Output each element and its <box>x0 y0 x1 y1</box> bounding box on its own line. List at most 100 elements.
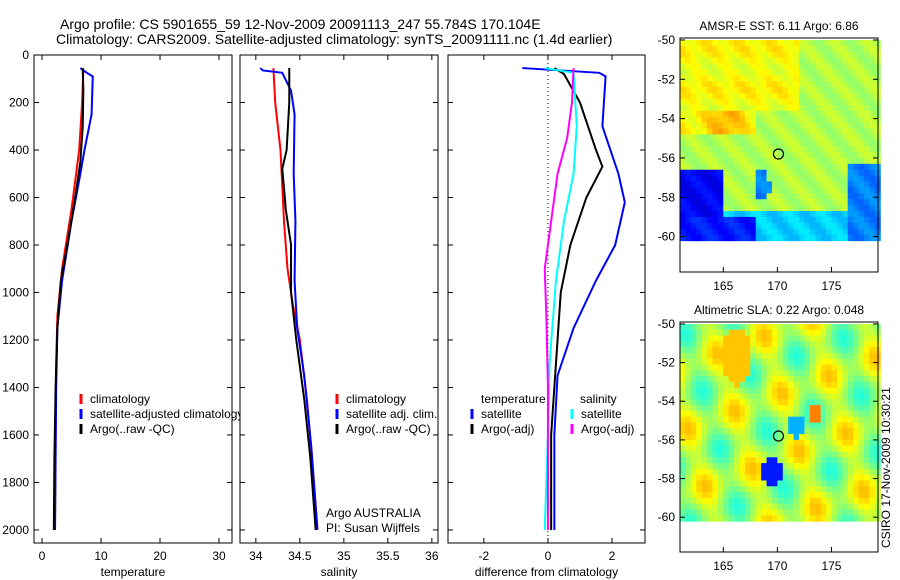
heatmap-cell <box>782 376 789 383</box>
heatmap-cell <box>799 422 806 429</box>
heatmap-cell <box>853 347 860 354</box>
heatmap-cell <box>869 193 876 200</box>
heatmap-cell <box>696 352 703 360</box>
heatmap-cell <box>707 381 714 389</box>
heatmap-cell <box>836 199 843 206</box>
heatmap-cell <box>717 187 724 194</box>
heatmap-cell <box>712 428 719 435</box>
heatmap-cell <box>712 503 719 511</box>
heatmap-cell <box>863 492 870 499</box>
heatmap-cell <box>701 211 708 218</box>
heatmap-cell <box>836 93 843 100</box>
heatmap-cell <box>782 410 789 418</box>
heatmap-cell <box>755 128 762 135</box>
heatmap-cell <box>836 503 843 511</box>
heatmap-cell <box>853 93 860 100</box>
heatmap-cell <box>701 463 708 470</box>
heatmap-cell <box>777 169 784 177</box>
heatmap-cell <box>804 393 811 400</box>
heatmap-cell <box>712 104 719 112</box>
heatmap-cell <box>853 358 860 366</box>
heatmap-cell <box>788 81 795 88</box>
heatmap-cell <box>809 134 816 141</box>
heatmap-cell <box>750 81 757 88</box>
heatmap-cell <box>771 503 778 511</box>
heatmap-cell <box>707 410 714 418</box>
heatmap-cell <box>777 416 784 424</box>
heatmap-cell <box>685 134 692 141</box>
heatmap-cell <box>782 163 789 171</box>
heatmap-cell <box>782 193 789 200</box>
heatmap-cell <box>863 175 870 183</box>
heatmap-cell <box>820 45 827 53</box>
heatmap-cell <box>847 187 854 194</box>
heatmap-cell <box>826 157 833 165</box>
heatmap-cell <box>761 323 768 331</box>
heatmap-cell <box>815 463 822 470</box>
heatmap-cell <box>842 181 849 189</box>
heatmap-cell <box>831 175 838 183</box>
heatmap-cell <box>723 352 730 360</box>
title-line-1: Argo profile: CS 5901655_59 12-Nov-2009 … <box>60 16 541 32</box>
heatmap-cell <box>809 116 816 124</box>
heatmap-cell <box>826 463 833 470</box>
heatmap-cell <box>766 416 773 424</box>
heatmap-cell <box>766 323 773 331</box>
heatmap-cell <box>836 376 843 383</box>
heatmap-cell <box>853 81 860 88</box>
heatmap-cell <box>755 98 762 106</box>
heatmap-cell <box>761 116 768 124</box>
heatmap-cell <box>750 228 757 236</box>
heatmap-cell <box>750 187 757 194</box>
heatmap-cell <box>804 110 811 118</box>
heatmap-cell <box>782 434 789 441</box>
heatmap-cell <box>853 364 860 371</box>
heatmap-cell <box>728 75 735 82</box>
heatmap-cell <box>717 323 724 331</box>
heatmap-cell <box>744 163 751 171</box>
heatmap-cell <box>858 381 865 389</box>
heatmap-cell <box>869 152 876 159</box>
heatmap-cell <box>793 116 800 124</box>
heatmap-cell <box>815 193 822 200</box>
heatmap-cell <box>707 228 714 236</box>
heatmap-cell <box>853 87 860 94</box>
heatmap-cell <box>744 492 751 499</box>
heatmap-cell <box>734 364 741 371</box>
heatmap-cell <box>842 45 849 53</box>
heatmap-cell <box>723 51 730 59</box>
heatmap-cell <box>739 405 746 412</box>
heatmap-cell <box>847 169 854 177</box>
heatmap-cell <box>707 387 714 395</box>
heatmap-cell <box>744 358 751 366</box>
heatmap-cell <box>690 205 697 212</box>
heatmap-cell <box>685 93 692 100</box>
heatmap-cell <box>820 146 827 153</box>
heatmap-cell <box>750 116 757 124</box>
heatmap-cell <box>820 187 827 194</box>
heatmap-cell <box>836 370 843 377</box>
heatmap-cell <box>696 387 703 395</box>
heatmap-cell <box>869 497 876 505</box>
heatmap-cell <box>858 75 865 82</box>
heatmap-cell <box>777 216 784 224</box>
heatmap-cell <box>766 358 773 366</box>
heatmap-cell <box>690 104 697 112</box>
heatmap-cell <box>804 387 811 395</box>
heatmap-cell <box>739 468 746 476</box>
heatmap-cell <box>847 480 854 487</box>
heatmap-cell <box>869 57 876 65</box>
heatmap-cell <box>831 93 838 100</box>
heatmap-cell <box>717 157 724 165</box>
heatmap-cell <box>750 347 757 354</box>
heatmap-cell <box>788 352 795 360</box>
heatmap-cell <box>728 399 735 406</box>
heatmap-cell <box>750 45 757 53</box>
heatmap-cell <box>788 128 795 135</box>
heatmap-cell <box>750 428 757 435</box>
heatmap-cell <box>858 341 865 348</box>
heatmap-cell <box>680 428 687 435</box>
heatmap-cell <box>680 347 687 354</box>
heatmap-cell <box>804 104 811 112</box>
heatmap-cell <box>771 474 778 482</box>
